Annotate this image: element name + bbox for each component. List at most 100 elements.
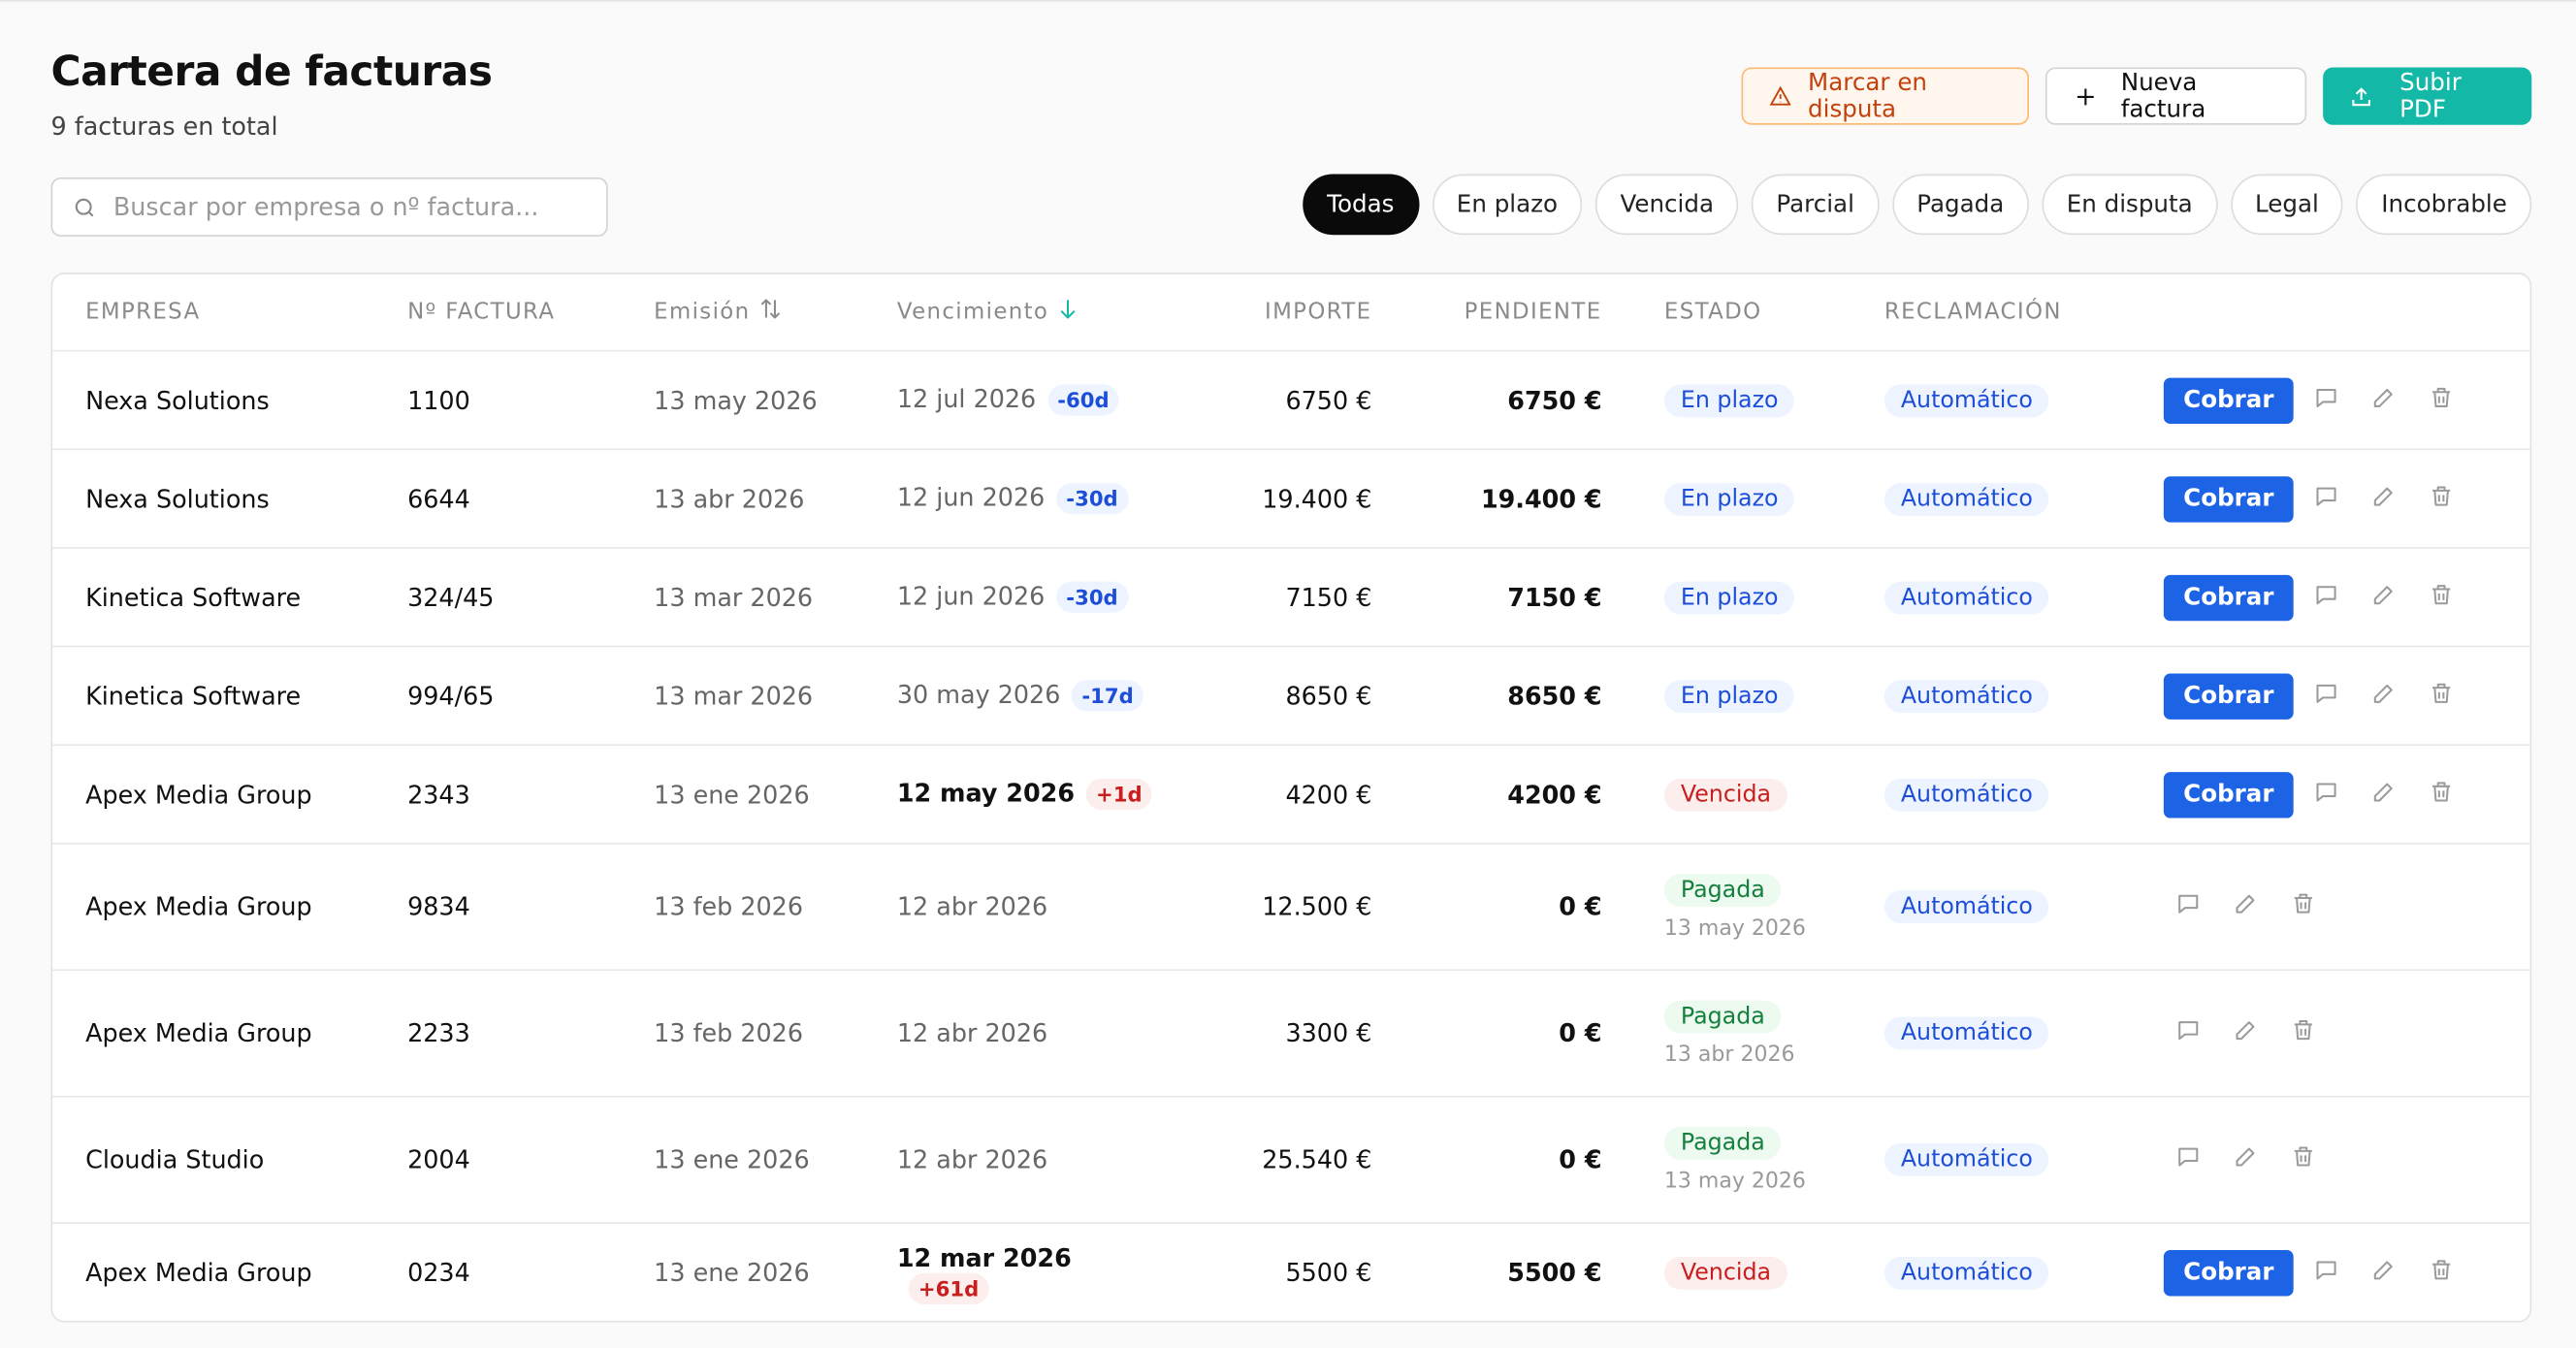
outstanding: 5500 €: [1507, 1258, 1602, 1289]
comment-icon[interactable]: [2175, 1017, 2202, 1050]
subtitle: 9 facturas en total: [50, 112, 278, 142]
delete-icon[interactable]: [2290, 1017, 2316, 1050]
page-title: Cartera de facturas: [50, 48, 493, 96]
amount: 4200 €: [1285, 779, 1372, 810]
sort-icon[interactable]: [757, 296, 783, 329]
status-cell: En plazo: [1602, 679, 1884, 713]
collect-button[interactable]: Cobrar: [2163, 771, 2294, 818]
days-badge: -30d: [1056, 483, 1128, 515]
claim-cell: Automático: [1884, 890, 2164, 923]
paid-date: 13 may 2026: [1663, 915, 1806, 941]
amount-cell: 5500 €: [1160, 1259, 1371, 1288]
filter-pill[interactable]: Legal: [2230, 174, 2344, 236]
delete-icon[interactable]: [2290, 1143, 2316, 1176]
issue-date: 13 mar 2026: [654, 582, 814, 612]
sort-icon-glyph: [760, 299, 780, 319]
due-date-cell: 12 jun 2026 -30d: [897, 483, 1160, 515]
collect-button[interactable]: Cobrar: [2163, 376, 2294, 424]
edit-icon-glyph: [2373, 1261, 2393, 1280]
column-label[interactable]: Vencimiento: [896, 299, 1049, 326]
delete-icon[interactable]: [2429, 482, 2455, 515]
collect-button[interactable]: Cobrar: [2163, 475, 2294, 522]
outstanding: 0 €: [1559, 1018, 1602, 1048]
invoice-number-cell: 994/65: [407, 681, 654, 710]
delete-icon[interactable]: [2429, 1257, 2455, 1290]
search-box[interactable]: Buscar por empresa o nº factura...: [50, 177, 608, 237]
sort-desc-icon[interactable]: [1055, 296, 1081, 329]
delete-icon[interactable]: [2429, 778, 2455, 811]
issue-date-cell: 13 may 2026: [654, 385, 897, 414]
delete-icon[interactable]: [2429, 384, 2455, 417]
edit-icon[interactable]: [2370, 581, 2397, 614]
filter-pill[interactable]: Parcial: [1751, 174, 1880, 236]
filter-pill[interactable]: Incobrable: [2356, 174, 2532, 236]
due-date-cell: 12 jul 2026 -60d: [897, 384, 1160, 416]
status-badge: Pagada: [1663, 873, 1782, 907]
outstanding: 6750 €: [1507, 385, 1602, 415]
comment-icon[interactable]: [2313, 778, 2339, 811]
due-date-cell: 12 mar 2026+61d: [897, 1242, 1160, 1304]
comment-icon[interactable]: [2313, 1257, 2339, 1290]
filter-pill[interactable]: En disputa: [2042, 174, 2218, 236]
delete-icon[interactable]: [2429, 581, 2455, 614]
edit-icon[interactable]: [2370, 1257, 2397, 1290]
outstanding-cell: 8650 €: [1371, 681, 1601, 710]
actions-cell: Cobrar: [2163, 771, 2530, 818]
collect-button[interactable]: Cobrar: [2163, 574, 2294, 621]
invoice-table: EMPRESA Nº FACTURA Emisión Vencimiento IMPOR…: [50, 273, 2532, 1323]
filter-pill[interactable]: Vencida: [1595, 174, 1739, 236]
collect-button[interactable]: Cobrar: [2163, 1250, 2294, 1297]
status-cell: Pagada 13 may 2026: [1602, 1126, 1884, 1194]
column-label: Nº FACTURA: [407, 299, 556, 326]
amount: 6750 €: [1285, 385, 1372, 415]
company: Apex Media Group: [85, 1018, 312, 1048]
outstanding: 0 €: [1559, 891, 1602, 922]
company: Nexa Solutions: [85, 385, 270, 415]
edit-icon[interactable]: [2370, 482, 2397, 515]
delete-icon[interactable]: [2429, 679, 2455, 712]
status-cell: Pagada 13 abr 2026: [1602, 999, 1884, 1067]
edit-icon[interactable]: [2370, 384, 2397, 417]
comment-icon[interactable]: [2313, 581, 2339, 614]
issue-date-cell: 13 ene 2026: [654, 1145, 897, 1174]
invoice-number-cell: 9834: [407, 892, 654, 921]
actions-cell: [2164, 890, 2530, 923]
invoice-number: 2233: [407, 1018, 470, 1048]
amount: 7150 €: [1285, 582, 1372, 612]
amount: 8650 €: [1285, 681, 1372, 711]
edit-icon[interactable]: [2233, 1143, 2259, 1176]
filter-pill[interactable]: Pagada: [1891, 174, 2029, 236]
new-invoice-button[interactable]: Nueva factura: [2045, 67, 2307, 125]
filter-pill[interactable]: Todas: [1302, 174, 1419, 236]
invoice-number-cell: 2233: [407, 1018, 654, 1047]
delete-icon[interactable]: [2290, 890, 2316, 923]
edit-icon[interactable]: [2233, 1017, 2259, 1050]
filter-pill[interactable]: En plazo: [1432, 174, 1583, 236]
upload-pdf-button[interactable]: Subir PDF: [2323, 67, 2532, 125]
invoice-number: 2004: [407, 1144, 470, 1175]
collect-button[interactable]: Cobrar: [2163, 672, 2294, 720]
column-label[interactable]: Emisión: [654, 299, 751, 326]
column-header: RECLAMACIÓN: [1884, 299, 2164, 325]
due-date: 12 abr 2026: [896, 891, 1048, 922]
comment-icon[interactable]: [2175, 1143, 2202, 1176]
column-header: PENDIENTE: [1371, 299, 1601, 325]
comment-icon[interactable]: [2313, 384, 2339, 417]
comment-icon[interactable]: [2313, 482, 2339, 515]
edit-icon[interactable]: [2370, 679, 2397, 712]
dispute-button[interactable]: Marcar en disputa: [1741, 67, 2029, 125]
edit-icon[interactable]: [2233, 890, 2259, 923]
column-label: PENDIENTE: [1464, 299, 1602, 326]
issue-date-cell: 13 mar 2026: [654, 681, 897, 710]
comment-icon-glyph: [2316, 486, 2336, 505]
search-placeholder: Buscar por empresa o nº factura...: [113, 192, 539, 222]
header-row: EMPRESA Nº FACTURA Emisión Vencimiento IMPOR…: [52, 274, 2530, 352]
claim-badge: Automático: [1884, 778, 2049, 811]
invoice-number-cell: 0234: [407, 1259, 654, 1288]
comment-icon[interactable]: [2175, 890, 2202, 923]
comment-icon[interactable]: [2313, 679, 2339, 712]
claim-cell: Automático: [1884, 580, 2164, 614]
issue-date-cell: 13 abr 2026: [654, 484, 897, 513]
outstanding-cell: 7150 €: [1371, 582, 1601, 611]
edit-icon[interactable]: [2370, 778, 2397, 811]
